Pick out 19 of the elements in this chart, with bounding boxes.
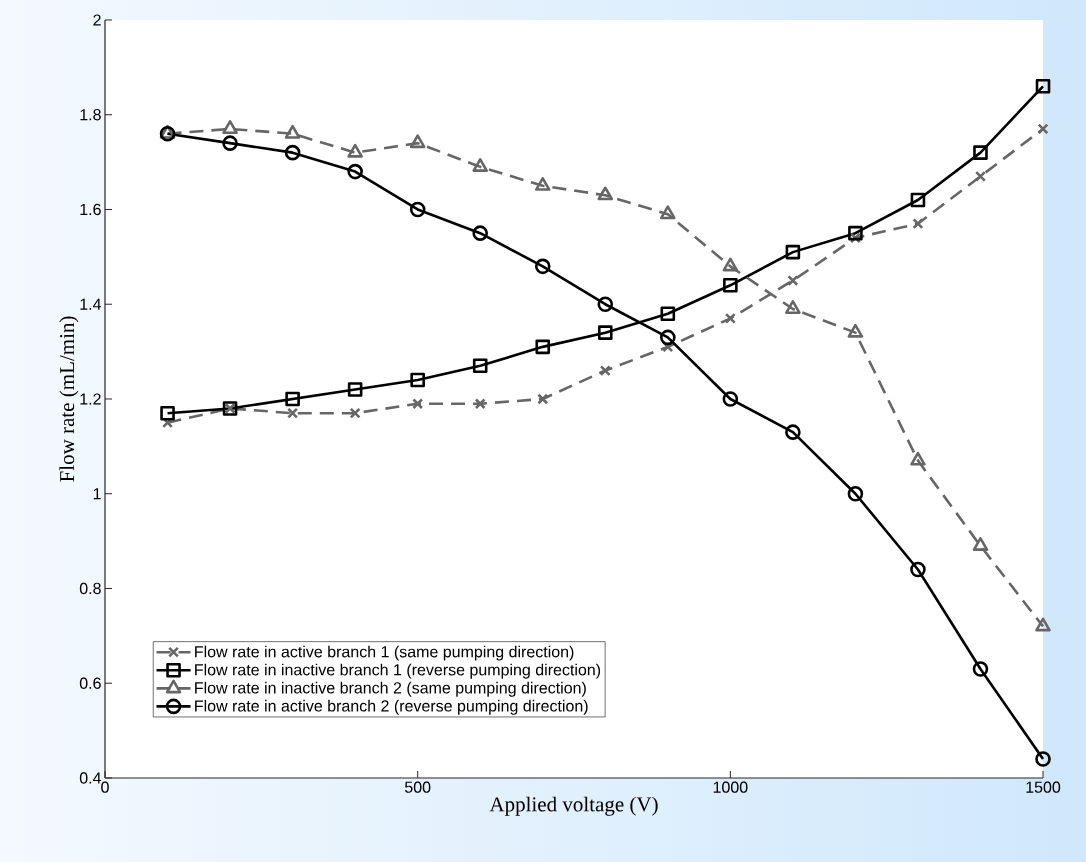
- x-tick-label: 1000: [713, 781, 748, 793]
- legend-label: Flow rate in active branch 2 (reverse pumping direction): [195, 699, 588, 715]
- legend-label: Flow rate in inactive branch 2 (same pumping direction): [195, 681, 586, 697]
- legend-label: Flow rate in active branch 1 (same pumping direction): [195, 645, 574, 661]
- y-tick-label: 1.2: [80, 393, 101, 405]
- legend-label: Flow rate in inactive branch 1 (reverse pumping direction): [195, 663, 601, 679]
- x-tick-label: 0: [101, 781, 109, 793]
- y-tick-label: 0.6: [79, 677, 101, 689]
- x-axis-title: Applied voltage (V): [489, 796, 658, 816]
- y-tick-label: 1: [93, 488, 101, 500]
- y-tick-label: 1.8: [80, 109, 101, 121]
- y-axis-title: Flow rate (mL/min): [59, 316, 79, 482]
- x-tick-label: 500: [404, 781, 431, 793]
- y-tick-label: 0.4: [79, 772, 102, 784]
- y-tick-label: 1.6: [80, 203, 101, 216]
- y-tick-label: 2: [93, 14, 101, 26]
- y-tick-label: 1.4: [80, 298, 102, 310]
- y-tick-label: 0.8: [79, 582, 101, 595]
- x-tick-label: 1500: [1026, 781, 1061, 793]
